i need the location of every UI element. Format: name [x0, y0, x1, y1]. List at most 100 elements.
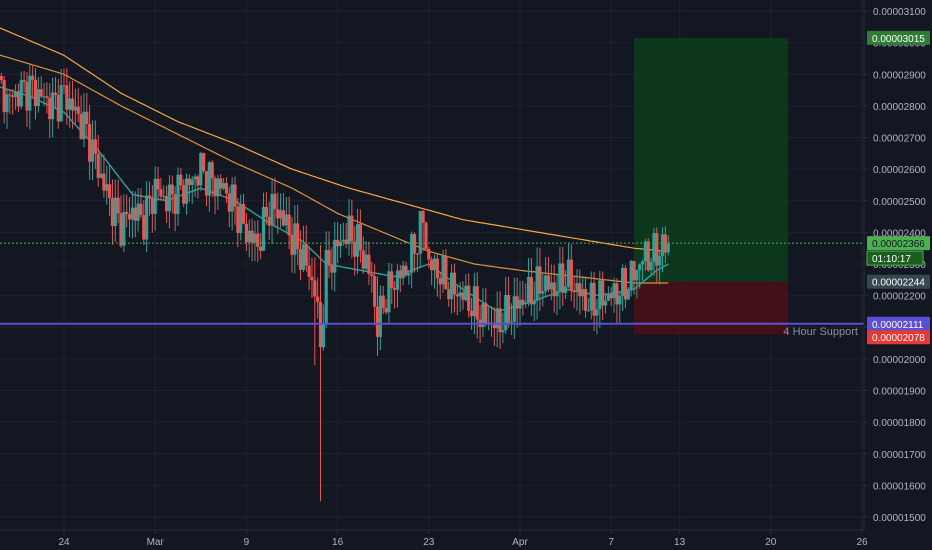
y-tick-label: 0.00002900	[873, 70, 926, 81]
candle	[307, 246, 311, 290]
candle-body	[529, 277, 533, 305]
candle-body	[270, 193, 274, 226]
candle	[441, 249, 445, 293]
candle-body	[341, 239, 345, 242]
candle-body	[666, 243, 670, 253]
horizontal-levels	[0, 242, 864, 325]
candle-body	[153, 178, 157, 214]
candle	[338, 224, 343, 258]
candle	[524, 283, 528, 309]
candle-body	[2, 80, 6, 113]
candle	[65, 68, 69, 125]
candle	[393, 281, 397, 309]
candle-body	[53, 92, 58, 95]
candle-body	[110, 197, 115, 227]
candle	[36, 76, 40, 113]
candle-body	[512, 296, 516, 322]
candle-body	[22, 80, 26, 82]
price-labels: 4 Hour Support 0.00003015 0.00002366 01:10…	[783, 30, 930, 345]
candle	[612, 277, 616, 313]
stop-price-label-bg	[867, 330, 930, 345]
candle	[241, 193, 246, 225]
candle	[324, 231, 328, 329]
candle	[102, 154, 106, 198]
candle-body	[31, 75, 35, 80]
candle	[125, 194, 129, 228]
candle	[660, 227, 665, 273]
candle-body	[603, 300, 608, 306]
candle	[108, 165, 112, 217]
candle-body	[102, 173, 106, 191]
candle-body	[541, 291, 545, 294]
candle-body	[259, 246, 263, 251]
candle-body	[495, 308, 499, 329]
time-axis[interactable]: 24 Mar 9 16 23 Apr 7 13 20 26	[58, 530, 868, 548]
candle-body	[612, 283, 616, 299]
candle	[179, 168, 183, 190]
candle	[390, 263, 394, 305]
candle-body	[515, 296, 519, 309]
candle-body	[307, 265, 311, 277]
candle-body	[267, 216, 271, 226]
candle	[640, 259, 645, 281]
candle	[444, 249, 448, 290]
candle	[0, 72, 3, 84]
x-tick-label: Apr	[512, 537, 528, 548]
candle-body	[16, 91, 20, 107]
candle	[196, 174, 200, 199]
candle-body	[381, 295, 385, 309]
candle-body	[412, 234, 417, 254]
candle-body	[39, 89, 43, 97]
support-price-label-text: 0.00002111	[872, 320, 924, 331]
stop-price-label: 0.00002078	[867, 330, 930, 345]
candle-body	[387, 271, 391, 313]
candle	[210, 160, 214, 198]
candle-body	[213, 178, 217, 197]
candle-body	[116, 197, 120, 214]
candle-body	[546, 275, 551, 290]
candle-body	[82, 111, 86, 140]
candle-body	[361, 250, 365, 269]
y-tick-label: 0.00001800	[873, 418, 926, 429]
candle	[432, 254, 437, 289]
candle-body	[316, 296, 320, 302]
candle	[313, 257, 317, 366]
last-price-label-text: 0.00002366	[872, 239, 925, 250]
ma-slow-line-a	[0, 27, 669, 252]
candle	[569, 244, 573, 301]
candle	[273, 177, 277, 228]
candle-body	[364, 254, 368, 269]
candle-body	[549, 282, 553, 290]
candle	[658, 249, 662, 285]
candle	[458, 282, 462, 313]
candle	[435, 253, 439, 297]
candle	[5, 89, 9, 129]
candle	[68, 81, 72, 129]
candle	[347, 199, 351, 256]
candle-body	[99, 173, 103, 178]
target-price-label-text: 0.00003015	[872, 34, 925, 45]
candle	[127, 197, 132, 238]
candle	[193, 173, 197, 198]
candle-body	[310, 276, 314, 281]
candle	[73, 88, 77, 126]
candle-body	[393, 288, 397, 290]
candle-body	[444, 255, 448, 290]
candle	[609, 286, 613, 307]
candle	[224, 177, 229, 203]
candle-body	[227, 193, 231, 212]
candle	[122, 194, 126, 252]
candle-body	[327, 249, 331, 266]
candle	[621, 264, 625, 311]
candle	[509, 303, 514, 336]
candle	[407, 269, 411, 285]
candle	[187, 174, 191, 202]
candle-body	[618, 295, 622, 305]
candle-body	[498, 308, 502, 333]
candle	[48, 83, 52, 138]
candle-body	[472, 286, 476, 317]
candle-body	[373, 276, 377, 307]
candle	[199, 151, 203, 192]
candle-body	[222, 183, 226, 189]
